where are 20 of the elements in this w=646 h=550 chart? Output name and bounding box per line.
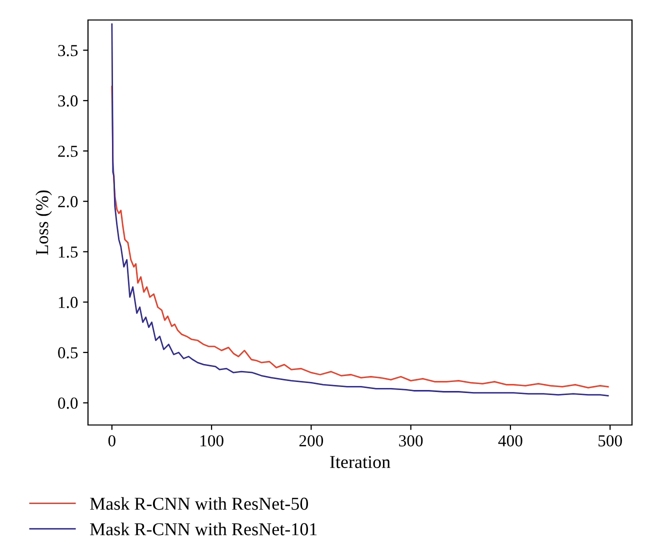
y-tick-label: 0.5 (58, 347, 78, 358)
legend-label: Mask R-CNN with ResNet-101 (90, 522, 317, 536)
x-tick-label: 200 (299, 435, 324, 446)
y-tick-label: 2.0 (58, 196, 78, 208)
x-tick-label: 300 (399, 435, 423, 446)
y-tick-label: 2.5 (58, 146, 78, 157)
y-tick-label: 0.0 (58, 398, 78, 409)
y-tick-label: 1.5 (58, 246, 78, 258)
x-axis-title: Iteration (330, 456, 390, 468)
y-tick-label: 1.0 (58, 296, 78, 308)
legend-label: Mask R-CNN with ResNet-50 (90, 497, 308, 510)
x-tick-label: 400 (498, 435, 522, 446)
x-tick-label: 500 (598, 435, 622, 446)
line-series (111, 23, 609, 396)
y-axis-title: Loss (%) (36, 190, 52, 255)
y-tick-label: 3.5 (58, 44, 78, 56)
x-tick-label: 0 (108, 435, 116, 446)
y-tick-label: 3.0 (58, 95, 78, 107)
line-series (111, 86, 609, 388)
x-tick-label: 100 (200, 435, 224, 446)
